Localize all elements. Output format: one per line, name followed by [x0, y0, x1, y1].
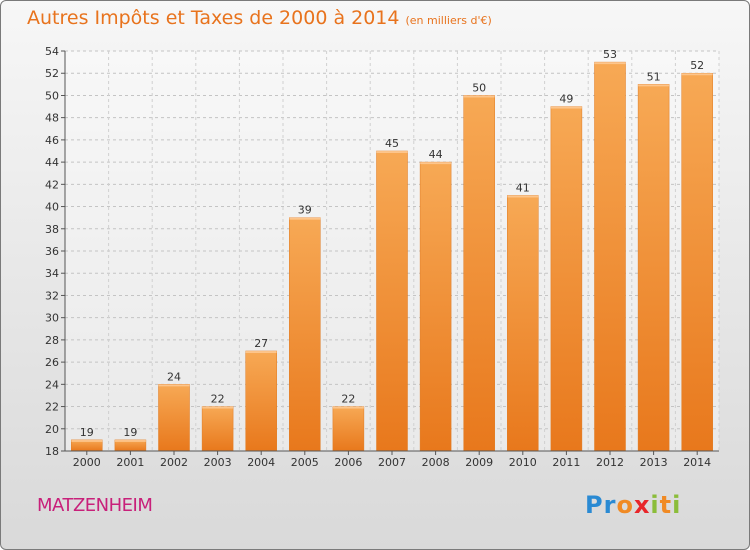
bar-value-label: 41 — [516, 181, 530, 194]
bar — [332, 406, 365, 452]
logo-letter: x — [633, 491, 651, 519]
x-tick-label: 2000 — [73, 456, 101, 469]
x-tick-label: 2001 — [116, 456, 144, 469]
x-tick-label: 2009 — [465, 456, 493, 469]
y-tick-label: 36 — [45, 245, 59, 258]
logo-letter: P — [585, 491, 604, 519]
y-tick-label: 22 — [45, 401, 59, 414]
y-tick-label: 52 — [45, 67, 59, 80]
bar-value-label: 50 — [472, 81, 486, 94]
y-tick-label: 34 — [45, 267, 59, 280]
logo-letter: o — [616, 491, 634, 519]
y-tick-label: 26 — [45, 356, 59, 369]
bar — [681, 72, 713, 452]
bar-highlight — [332, 406, 364, 409]
y-tick-label: 38 — [45, 223, 59, 236]
bar — [158, 384, 190, 452]
bar-value-label: 51 — [647, 70, 661, 83]
bar-highlight — [507, 195, 539, 198]
y-tick-label: 40 — [45, 201, 59, 214]
bar — [637, 84, 670, 452]
bar — [594, 61, 626, 452]
bar — [376, 150, 408, 452]
y-tick-label: 54 — [45, 45, 59, 58]
x-tick-label: 2006 — [334, 456, 362, 469]
bar-highlight — [681, 73, 713, 76]
y-tick-label: 20 — [45, 423, 59, 436]
bar-highlight — [71, 439, 103, 442]
bar-value-label: 45 — [385, 137, 399, 150]
bar-highlight — [158, 384, 190, 387]
bar — [419, 161, 452, 452]
y-tick-label: 30 — [45, 312, 59, 325]
chart-title-text: Autres Impôts et Taxes de 2000 à 2014 — [27, 7, 400, 29]
bar-highlight — [550, 106, 582, 109]
logo-letter: t — [659, 491, 673, 519]
logo-letter: i — [672, 491, 682, 519]
y-tick-label: 46 — [45, 134, 59, 147]
bar-value-label: 19 — [123, 426, 137, 439]
x-tick-label: 2007 — [378, 456, 406, 469]
bar-value-label: 39 — [298, 204, 312, 217]
y-tick-label: 18 — [45, 445, 59, 458]
chart-unit-label: (en milliers d'€) — [405, 14, 492, 27]
y-tick-label: 24 — [45, 378, 59, 391]
bar — [507, 195, 539, 452]
x-tick-label: 2005 — [291, 456, 319, 469]
bar-value-label: 24 — [167, 370, 181, 383]
x-tick-label: 2012 — [596, 456, 624, 469]
logo-letter: i — [650, 491, 660, 519]
bar — [289, 217, 321, 452]
x-tick-label: 2010 — [509, 456, 537, 469]
bar-value-label: 44 — [429, 148, 443, 161]
x-tick-label: 2008 — [422, 456, 450, 469]
bar-value-label: 49 — [559, 93, 573, 106]
bar-value-label: 52 — [690, 59, 704, 72]
x-tick-label: 2004 — [247, 456, 275, 469]
logo-letter: r — [603, 491, 617, 519]
bar-highlight — [376, 151, 408, 153]
commune-name: MATZENHEIM — [37, 495, 153, 516]
bar-highlight — [463, 95, 495, 98]
y-tick-label: 50 — [45, 89, 59, 102]
y-tick-label: 44 — [45, 156, 59, 169]
bar-value-label: 22 — [341, 393, 355, 406]
bar-highlight — [202, 406, 234, 409]
bar-highlight — [245, 351, 277, 353]
bar-value-label: 22 — [211, 393, 225, 406]
bar-highlight — [594, 62, 626, 65]
bar-highlight — [420, 162, 452, 165]
bar-highlight — [114, 439, 146, 442]
bar-highlight — [289, 217, 321, 220]
bar — [201, 406, 234, 452]
chart-title: Autres Impôts et Taxes de 2000 à 2014 (en… — [27, 7, 492, 29]
y-tick-label: 48 — [45, 112, 59, 125]
x-tick-label: 2014 — [683, 456, 711, 469]
y-tick-label: 32 — [45, 289, 59, 302]
y-tick-label: 42 — [45, 178, 59, 191]
x-tick-label: 2011 — [552, 456, 580, 469]
bar — [550, 106, 583, 452]
bar — [245, 350, 277, 452]
x-tick-label: 2013 — [640, 456, 668, 469]
bar-highlight — [638, 84, 670, 87]
bar-value-label: 27 — [254, 337, 268, 350]
bar-value-label: 53 — [603, 48, 617, 61]
proxiti-logo[interactable]: Proxiti — [585, 491, 681, 519]
x-tick-label: 2002 — [160, 456, 188, 469]
bar-value-label: 19 — [80, 426, 94, 439]
x-tick-label: 2003 — [204, 456, 232, 469]
bar — [463, 95, 495, 452]
y-tick-label: 28 — [45, 334, 59, 347]
